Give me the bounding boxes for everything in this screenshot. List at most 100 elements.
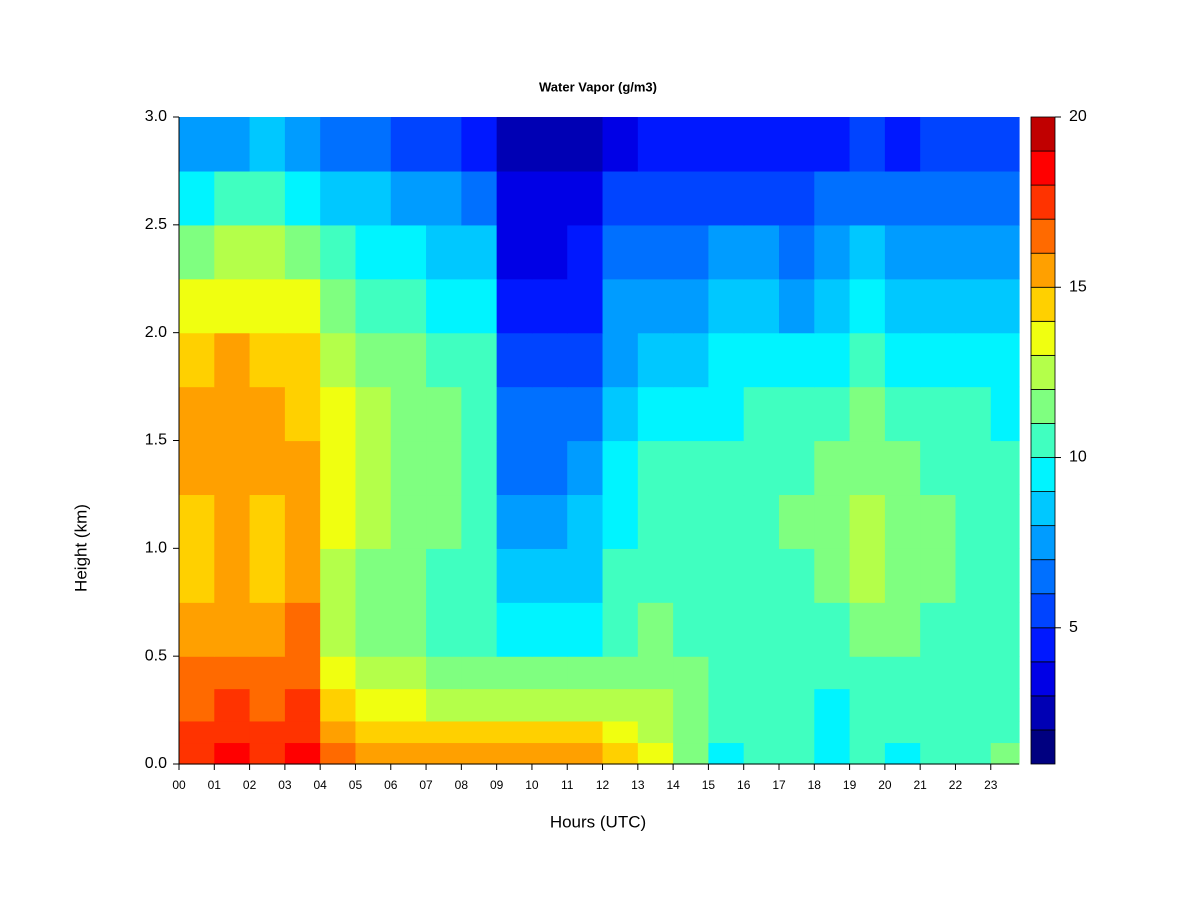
- heat-cell: [284, 332, 321, 388]
- heat-cell: [920, 656, 957, 690]
- heat-cell: [355, 117, 392, 172]
- heat-cell: [814, 170, 851, 226]
- heat-cell: [884, 494, 921, 549]
- heat-cell: [531, 494, 568, 549]
- heat-cell: [779, 278, 815, 334]
- x-tick-label: 20: [878, 778, 892, 792]
- heat-cell: [179, 548, 215, 603]
- x-tick-label: 12: [596, 778, 610, 792]
- heat-cell: [708, 688, 745, 722]
- heat-cell: [355, 494, 392, 549]
- heat-cell: [426, 440, 462, 496]
- x-tick-label: 01: [208, 778, 222, 792]
- heat-cell: [214, 742, 251, 765]
- heat-cell: [426, 278, 462, 334]
- heat-cell: [284, 494, 321, 549]
- x-tick-label: 17: [772, 778, 786, 792]
- heat-cell: [461, 720, 498, 744]
- heat-cell: [249, 332, 286, 388]
- heat-cell: [955, 688, 992, 722]
- heat-cell: [461, 278, 498, 334]
- heat-cell: [426, 117, 462, 172]
- heat-cell: [531, 688, 568, 722]
- heat-cell: [531, 720, 568, 744]
- heat-cell: [461, 117, 498, 172]
- heat-cell: [284, 278, 321, 334]
- colorbar-swatch: [1030, 729, 1056, 765]
- heat-cell: [461, 602, 498, 657]
- heat-cell: [814, 494, 851, 549]
- heat-cell: [990, 548, 1020, 603]
- heat-cell: [320, 494, 357, 549]
- heat-cell: [320, 278, 357, 334]
- y-tick-label: 3.0: [145, 108, 167, 125]
- heat-cell: [461, 494, 498, 549]
- heat-cell: [179, 656, 215, 690]
- heat-cell: [955, 278, 992, 334]
- heat-cell: [849, 170, 886, 226]
- heat-cell: [355, 656, 392, 690]
- heat-cell: [884, 440, 921, 496]
- x-tick-label: 05: [349, 778, 363, 792]
- heat-cell: [567, 548, 604, 603]
- heat-cell: [320, 332, 357, 388]
- heat-cell: [461, 548, 498, 603]
- heat-cell: [849, 224, 886, 280]
- heat-cell: [567, 278, 604, 334]
- colorbar-swatch: [1030, 457, 1056, 492]
- heat-cell: [284, 656, 321, 690]
- heat-cell: [320, 656, 357, 690]
- heat-cell: [708, 440, 745, 496]
- x-tick-label: 14: [666, 778, 680, 792]
- heat-cell: [284, 688, 321, 722]
- heat-cell: [673, 688, 710, 722]
- heat-cell: [390, 170, 427, 226]
- heat-cell: [708, 742, 745, 765]
- heat-cell: [249, 170, 286, 226]
- heat-cell: [355, 278, 392, 334]
- x-tick-label: 10: [525, 778, 539, 792]
- heat-cell: [743, 332, 780, 388]
- heat-cell: [249, 117, 286, 172]
- colorbar-swatch: [1030, 150, 1056, 186]
- heat-cell: [849, 742, 886, 765]
- heat-cell: [637, 688, 674, 722]
- heat-cell: [743, 224, 780, 280]
- heat-cell: [496, 656, 533, 690]
- heat-cell: [673, 440, 710, 496]
- heat-cell: [179, 224, 215, 280]
- heat-cell: [849, 720, 886, 744]
- heat-cell: [814, 224, 851, 280]
- heat-cell: [920, 494, 957, 549]
- heat-cell: [284, 742, 321, 765]
- heat-cell: [990, 720, 1020, 744]
- heat-cell: [884, 386, 921, 442]
- heat-cell: [214, 440, 251, 496]
- colorbar-tick-label: 20: [1069, 108, 1087, 125]
- heat-cell: [214, 548, 251, 603]
- heat-cell: [708, 224, 745, 280]
- heat-cell: [426, 332, 462, 388]
- heat-cell: [920, 720, 957, 744]
- heat-cell: [990, 656, 1020, 690]
- heat-cell: [390, 656, 427, 690]
- colorbar-swatch: [1030, 354, 1056, 390]
- heat-cell: [849, 548, 886, 603]
- heat-cell: [743, 170, 780, 226]
- heat-cell: [637, 386, 674, 442]
- heat-cell: [567, 440, 604, 496]
- heat-cell: [708, 332, 745, 388]
- heat-cell: [426, 742, 462, 765]
- heat-cell: [990, 117, 1020, 172]
- heat-cell: [390, 386, 427, 442]
- heat-cell: [990, 332, 1020, 388]
- heat-cell: [920, 224, 957, 280]
- heat-cell: [602, 720, 639, 744]
- heat-cell: [496, 742, 533, 765]
- heat-cell: [743, 720, 780, 744]
- heat-cell: [179, 278, 215, 334]
- heat-cell: [355, 170, 392, 226]
- heat-cell: [214, 224, 251, 280]
- colorbar-swatch: [1030, 695, 1056, 731]
- heat-cell: [849, 602, 886, 657]
